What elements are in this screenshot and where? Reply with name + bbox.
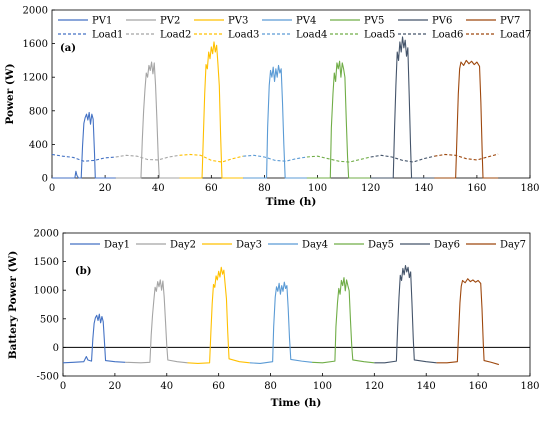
panel-b-xtick-label: 60 (212, 381, 225, 392)
panel-b-xtick-label: 100 (313, 381, 332, 392)
panel-b-ticks: 0 20 40 60 80 100 120 140 160 180-500050010001500… (34, 229, 540, 393)
panel-b-frame (62, 232, 531, 377)
panel-b-xtick-label: 180 (520, 381, 539, 392)
series-line-day1 (62, 313, 126, 364)
series-line-day2 (125, 279, 188, 364)
legend-label-load6: Load6 (432, 30, 463, 41)
panel-b-xtick-label: 80 (264, 381, 277, 392)
panel-b-xtick-label: 40 (160, 381, 173, 392)
series-line-pv2 (115, 61, 180, 179)
panel-b-xtick-label: 140 (417, 381, 436, 392)
panel-a-legend: PV1 PV2 PV3 PV4 PV5 PV6 PV7 Load1 Load2 Load3 Load… (58, 16, 531, 41)
series-line-pv7 (434, 59, 499, 179)
legend-label-day1: Day1 (104, 240, 130, 251)
panel-a-ticks: 0 20 40 60 80 100 120 140 160 180 0 400 800 1200 1600 2… (23, 6, 540, 195)
panel-a-xtick-label: 100 (308, 183, 327, 194)
panel-b-xlabel: Time (h) (271, 397, 322, 409)
series-line-load4 (243, 154, 308, 162)
panel-b-xtick-label: 160 (469, 381, 488, 392)
panel-a-series (51, 36, 499, 179)
panel-a-xtick-label: 160 (467, 183, 486, 194)
panel-b-ylabel: Battery Power (W) (7, 251, 19, 360)
panel-a-xtick-label: 180 (520, 183, 539, 194)
panel-b-battery-chart: 0 20 40 60 80 100 120 140 160 180-500050010001500… (7, 229, 540, 410)
panel-a-ytick-label: 1200 (23, 73, 48, 84)
series-line-day7 (436, 278, 500, 366)
panel-a-ytick-label: 0 (42, 174, 48, 185)
legend-label-day7: Day7 (500, 240, 526, 251)
panel-b-series (62, 265, 500, 366)
panel-a-ytick-label: 400 (29, 140, 48, 151)
legend-label-pv5: PV5 (364, 16, 384, 27)
panel-a-xtick-label: 20 (99, 183, 112, 194)
legend-label-day5: Day5 (368, 240, 394, 251)
panel-a-ytick-label: 800 (29, 106, 48, 117)
panel-b-legend: Day1 Day2 Day3 Day4 Day5 Day6 Day7 (70, 240, 526, 251)
legend-label-pv3: PV3 (228, 16, 248, 27)
series-line-pv5 (306, 60, 371, 179)
series-line-pv1 (52, 111, 116, 179)
legend-label-load2: Load2 (160, 30, 191, 41)
panel-b-ytick-label: 1000 (34, 286, 59, 297)
panel-a-ytick-label: 2000 (23, 6, 48, 17)
panel-b-xtick-label: 20 (109, 381, 122, 392)
series-line-pv6 (370, 36, 435, 179)
legend-label-day6: Day6 (434, 240, 460, 251)
series-line-day4 (249, 281, 313, 364)
legend-label-load5: Load5 (364, 30, 395, 41)
panel-a-power-chart: 0 20 40 60 80 100 120 140 160 180 0 400 800 1200 1600 2… (4, 6, 540, 209)
panel-a-ytick-label: 1600 (23, 39, 48, 50)
panel-b-xtick-label: 120 (365, 381, 384, 392)
legend-label-load3: Load3 (228, 30, 259, 41)
panel-a-xtick-label: 60 (205, 183, 218, 194)
series-line-day3 (187, 266, 250, 364)
series-line-pv4 (243, 64, 307, 179)
series-line-load7 (434, 153, 499, 161)
series-line-load5 (306, 155, 371, 163)
panel-a-xtick-label: 0 (49, 183, 55, 194)
panel-a-ylabel: Power (W) (4, 63, 16, 124)
legend-label-pv2: PV2 (160, 16, 180, 27)
legend-label-pv7: PV7 (500, 16, 520, 27)
legend-label-pv6: PV6 (432, 16, 452, 27)
panel-b-ytick-label: 2000 (34, 229, 59, 240)
panel-a-xlabel: Time (h) (266, 196, 317, 208)
panel-b-ytick-label: 0 (53, 343, 59, 354)
panel-b-ytick-label: -500 (37, 372, 59, 383)
panel-b-ytick-label: 1500 (34, 257, 59, 268)
legend-label-load7: Load7 (500, 30, 531, 41)
panel-b-ytick-label: 500 (40, 314, 59, 325)
legend-label-load1: Load1 (92, 30, 123, 41)
legend-label-day3: Day3 (236, 240, 262, 251)
legend-label-day2: Day2 (170, 240, 196, 251)
panel-a-xtick-label: 80 (258, 183, 271, 194)
legend-label-load4: Load4 (296, 30, 327, 41)
legend-label-day4: Day4 (302, 240, 328, 251)
series-line-load6 (370, 154, 435, 163)
panel-a-xtick-label: 140 (414, 183, 433, 194)
series-line-pv3 (179, 41, 244, 179)
series-line-day5 (312, 277, 375, 364)
series-line-day6 (374, 265, 437, 364)
panel-b-xtick-label: 0 (60, 381, 66, 392)
panel-a-label: (a) (60, 43, 76, 54)
series-line-load3 (179, 153, 244, 163)
series-line-load2 (115, 154, 180, 161)
panel-a-xtick-label: 120 (361, 183, 380, 194)
legend-label-pv4: PV4 (296, 16, 316, 27)
series-line-load1 (51, 153, 116, 162)
legend-label-pv1: PV1 (92, 16, 112, 27)
panel-a-xtick-label: 40 (152, 183, 165, 194)
panel-b-label: (b) (75, 266, 91, 277)
